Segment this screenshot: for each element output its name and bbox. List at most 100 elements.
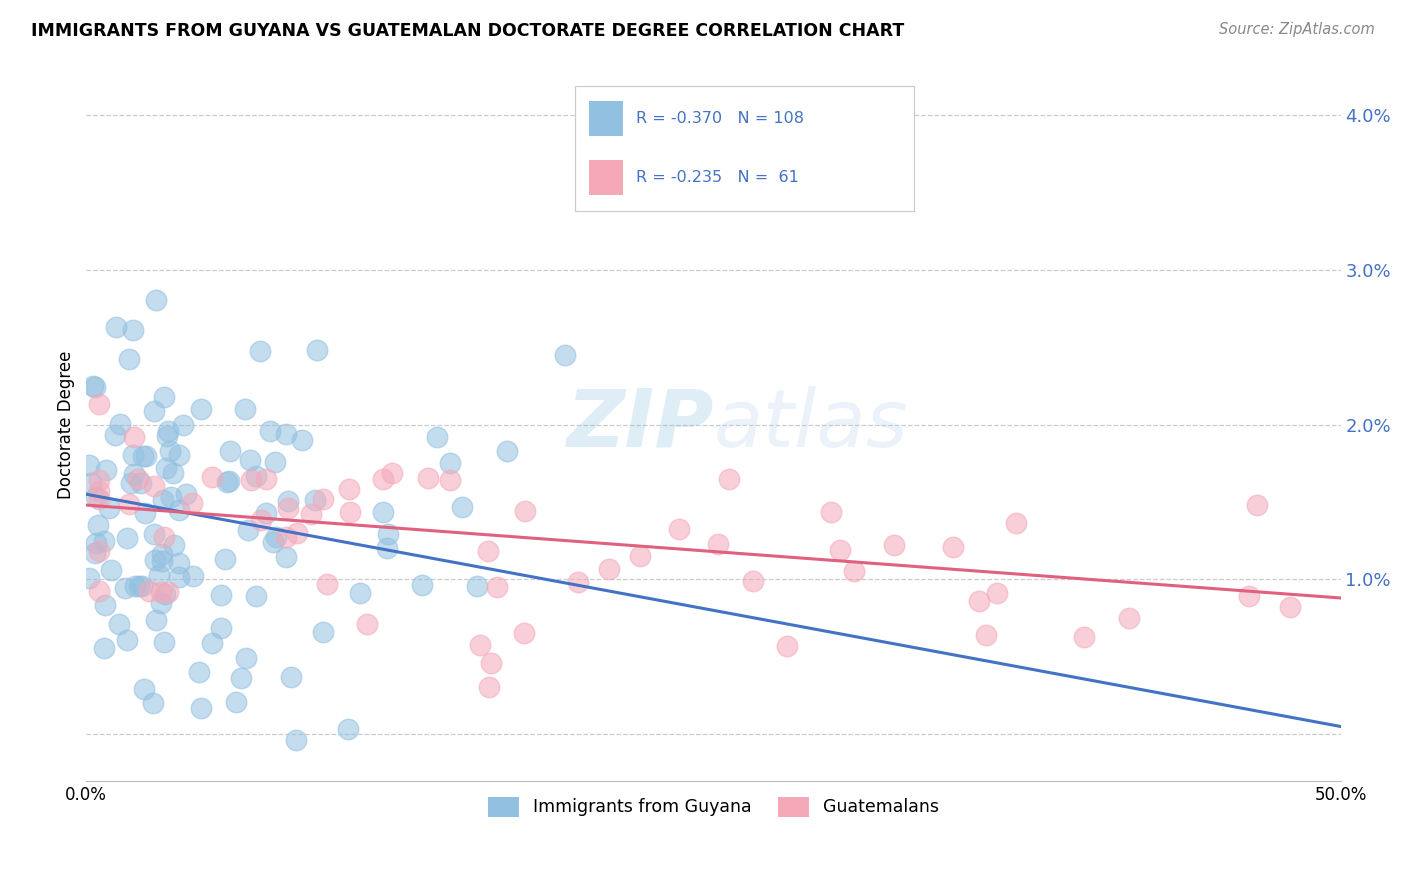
Point [84, 380, 107, 394]
Point [120, 476, 142, 491]
Point [87, 484, 110, 499]
Point [122, 430, 145, 444]
Point [143, 553, 166, 567]
Point [245, 589, 267, 603]
Point [153, 390, 176, 404]
Text: atlas: atlas [713, 385, 908, 464]
Point [240, 473, 263, 487]
Point [201, 636, 224, 650]
Point [98, 500, 121, 515]
Point [84, 491, 107, 505]
Point [181, 496, 204, 510]
Point [274, 427, 297, 442]
Point [1073, 631, 1095, 645]
Point [87, 544, 110, 558]
Point [162, 538, 184, 552]
Point [567, 575, 589, 590]
Point [235, 651, 257, 665]
Point [337, 482, 360, 496]
Point [152, 492, 174, 507]
Point [225, 695, 247, 709]
Point [162, 466, 184, 480]
Point [87, 397, 110, 411]
Point [156, 428, 179, 442]
Point [174, 487, 197, 501]
Point [145, 293, 167, 307]
Point [134, 506, 156, 520]
Point [439, 456, 461, 470]
Point [115, 531, 138, 545]
Point [124, 578, 146, 592]
Point [118, 497, 141, 511]
Point [775, 640, 797, 654]
Point [277, 494, 299, 508]
Point [150, 584, 173, 599]
Point [155, 460, 177, 475]
Point [285, 526, 308, 541]
Point [127, 472, 149, 486]
Point [190, 402, 212, 417]
Point [122, 467, 145, 482]
Point [628, 549, 651, 563]
Point [209, 621, 232, 635]
Point [249, 513, 271, 527]
Point [373, 505, 395, 519]
Point [316, 577, 339, 591]
Point [291, 433, 314, 447]
Point [254, 506, 277, 520]
Point [108, 617, 131, 632]
Point [986, 586, 1008, 600]
Point [495, 443, 517, 458]
Point [156, 424, 179, 438]
Point [219, 443, 242, 458]
Point [249, 343, 271, 358]
Point [312, 624, 335, 639]
Point [96, 463, 118, 477]
Point [426, 429, 449, 443]
Point [312, 491, 335, 506]
Point [256, 472, 278, 486]
Point [155, 587, 177, 601]
Point [842, 564, 865, 578]
Point [554, 348, 576, 362]
Point [93, 533, 115, 548]
Point [276, 530, 298, 544]
Point [153, 530, 176, 544]
Point [276, 550, 298, 565]
Point [131, 579, 153, 593]
Point [339, 505, 361, 519]
Point [233, 402, 256, 417]
Point [118, 351, 141, 366]
Point [1004, 516, 1026, 531]
Point [129, 476, 152, 491]
Point [190, 700, 212, 714]
Point [375, 541, 398, 555]
Point [87, 583, 110, 598]
Point [84, 536, 107, 550]
Point [209, 588, 232, 602]
Point [152, 635, 174, 649]
Point [79, 458, 101, 472]
Point [668, 521, 690, 535]
Point [742, 574, 765, 588]
Point [167, 448, 190, 462]
Point [349, 586, 371, 600]
Point [1279, 600, 1302, 615]
Point [167, 569, 190, 583]
Point [167, 556, 190, 570]
Point [451, 500, 474, 514]
Point [93, 641, 115, 656]
Point [105, 320, 128, 334]
Point [142, 403, 165, 417]
Point [94, 599, 117, 613]
Point [160, 490, 183, 504]
Point [416, 471, 439, 485]
Point [1118, 610, 1140, 624]
Point [121, 323, 143, 337]
Point [82, 378, 104, 392]
Point [159, 444, 181, 458]
Point [172, 417, 194, 432]
Point [187, 665, 209, 679]
Point [134, 682, 156, 697]
Text: ZIP: ZIP [567, 385, 713, 464]
